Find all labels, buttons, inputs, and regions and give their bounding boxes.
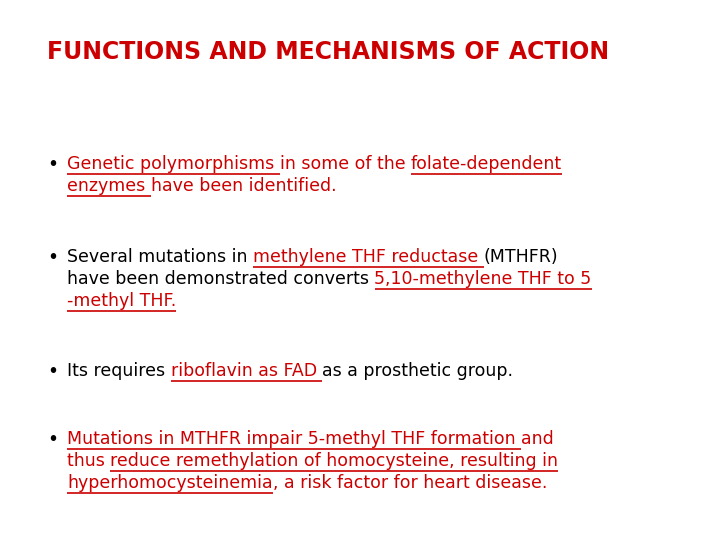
Text: 5,10-methylene THF to 5: 5,10-methylene THF to 5 [374, 270, 592, 288]
Text: reduce remethylation of homocysteine, resulting in: reduce remethylation of homocysteine, re… [110, 452, 559, 470]
Text: Its requires: Its requires [67, 362, 171, 380]
Text: folate-dependent: folate-dependent [411, 155, 562, 173]
Text: riboflavin as FAD: riboflavin as FAD [171, 362, 323, 380]
Text: FUNCTIONS AND MECHANISMS OF ACTION: FUNCTIONS AND MECHANISMS OF ACTION [47, 40, 609, 64]
Text: as a prosthetic group.: as a prosthetic group. [323, 362, 513, 380]
Text: •: • [47, 430, 58, 449]
Text: methylene THF reductase: methylene THF reductase [253, 248, 484, 266]
Text: Genetic polymorphisms: Genetic polymorphisms [67, 155, 280, 173]
Text: •: • [47, 362, 58, 381]
Text: -methyl THF.: -methyl THF. [67, 292, 176, 310]
Text: in some of the: in some of the [280, 155, 411, 173]
Text: •: • [47, 155, 58, 174]
Text: , a risk factor for heart disease.: , a risk factor for heart disease. [273, 474, 547, 492]
Text: have been identified.: have been identified. [150, 177, 336, 195]
Text: Mutations in MTHFR impair 5-methyl THF formation: Mutations in MTHFR impair 5-methyl THF f… [67, 430, 521, 448]
Text: hyperhomocysteinemia: hyperhomocysteinemia [67, 474, 273, 492]
Text: and: and [521, 430, 554, 448]
Text: enzymes: enzymes [67, 177, 150, 195]
Text: have been demonstrated converts: have been demonstrated converts [67, 270, 374, 288]
Text: thus: thus [67, 452, 110, 470]
Text: Several mutations in: Several mutations in [67, 248, 253, 266]
Text: •: • [47, 248, 58, 267]
Text: (MTHFR): (MTHFR) [484, 248, 559, 266]
